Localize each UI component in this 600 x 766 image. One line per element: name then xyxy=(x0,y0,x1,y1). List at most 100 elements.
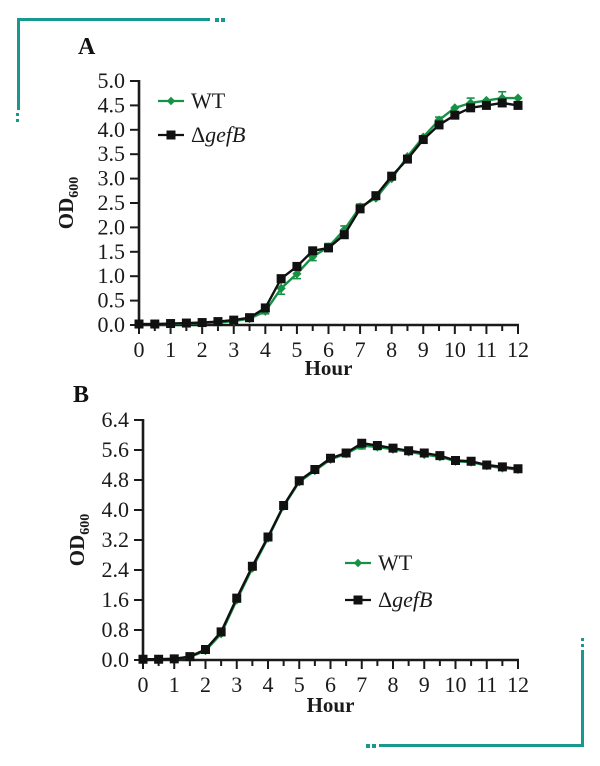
series-mutant xyxy=(138,438,523,664)
y-tick-label: 4.5 xyxy=(98,92,126,117)
x-tick-label: 6 xyxy=(323,337,334,362)
ornament-line-horizontal xyxy=(379,744,584,747)
x-tick-label: 6 xyxy=(325,672,336,697)
x-tick-label: 9 xyxy=(418,337,429,362)
square-marker xyxy=(294,476,304,486)
y-tick-label: 1.0 xyxy=(98,263,126,288)
y-tick-label: 3.0 xyxy=(98,166,126,191)
x-tick-label: 0 xyxy=(134,337,145,362)
legend-item: ΔgefB xyxy=(345,587,432,612)
ornament-dot xyxy=(366,744,370,748)
series-wt xyxy=(138,440,523,664)
ornament-dot xyxy=(372,744,376,748)
square-marker xyxy=(279,501,289,510)
square-marker xyxy=(341,448,351,458)
x-tick-label: 3 xyxy=(231,672,242,697)
x-axis-title: Hour xyxy=(305,356,353,380)
series-line xyxy=(143,444,519,661)
square-marker xyxy=(435,451,445,461)
panel-label-b: B xyxy=(73,382,90,408)
square-marker xyxy=(419,448,429,458)
x-tick-label: 4 xyxy=(260,337,271,362)
square-marker xyxy=(247,561,257,571)
square-marker xyxy=(216,627,226,637)
y-tick-label: 0.5 xyxy=(98,288,126,313)
y-tick-label: 1.6 xyxy=(102,587,130,612)
diamond-marker xyxy=(513,93,523,103)
legend-label: WT xyxy=(191,88,226,113)
square-marker xyxy=(260,303,270,313)
square-marker xyxy=(166,319,176,329)
square-marker xyxy=(466,103,476,113)
square-marker xyxy=(232,593,242,603)
square-marker xyxy=(138,654,148,664)
y-tick-label: 1.5 xyxy=(98,239,126,264)
square-marker xyxy=(434,120,444,130)
square-marker xyxy=(324,243,333,253)
y-axis-ticks: 0.0 0.8 1.6 2.4 3.2 4.0 4.8 5.6 6.4 xyxy=(102,407,143,672)
x-tick-label: 8 xyxy=(386,337,397,362)
y-tick-label: 4.0 xyxy=(102,497,130,522)
square-marker xyxy=(372,441,382,450)
y-axis-ticks: 0.00.51.01.52.02.53.03.54.04.55.0 xyxy=(98,68,139,337)
legend-item: WT xyxy=(158,88,226,113)
x-tick-label: 10 xyxy=(444,337,466,362)
x-tick-label: 1 xyxy=(169,672,180,697)
series-line xyxy=(143,442,519,661)
ornament-dot xyxy=(215,18,219,22)
square-marker xyxy=(276,274,286,284)
ornament-line-vertical xyxy=(581,650,584,747)
x-tick-label: 5 xyxy=(294,672,305,697)
x-tick-label: 8 xyxy=(388,672,399,697)
square-marker xyxy=(166,130,176,140)
y-tick-label: 2.4 xyxy=(102,557,130,582)
x-tick-label: 2 xyxy=(197,337,208,362)
x-tick-label: 1 xyxy=(165,337,176,362)
square-marker xyxy=(213,317,223,327)
diamond-marker xyxy=(497,93,507,103)
x-tick-label: 5 xyxy=(291,337,302,362)
y-tick-label: 3.2 xyxy=(102,527,130,552)
y-tick-label: 3.5 xyxy=(98,141,126,166)
y-tick-label: 5.6 xyxy=(102,437,130,462)
legend: WT ΔgefB xyxy=(158,88,245,147)
square-marker xyxy=(355,204,365,214)
panel-label-a: A xyxy=(78,34,96,60)
x-axis-title: Hour xyxy=(307,693,355,717)
diamond-marker xyxy=(450,103,460,113)
y-tick-label: 2.5 xyxy=(98,190,126,215)
square-marker xyxy=(466,456,476,466)
square-marker xyxy=(481,100,491,110)
square-marker xyxy=(387,171,397,181)
axes xyxy=(137,80,519,327)
square-marker xyxy=(169,654,179,664)
x-tick-label: 0 xyxy=(138,672,149,697)
ornament-dot xyxy=(581,638,584,641)
ornament-dot xyxy=(16,119,19,122)
square-marker xyxy=(134,319,144,329)
ornament-dot xyxy=(581,644,584,647)
y-tick-label: 4.0 xyxy=(98,117,126,142)
square-marker xyxy=(451,456,460,465)
x-tick-label: 3 xyxy=(228,337,239,362)
y-tick-label: 4.8 xyxy=(102,467,130,492)
growth-chart-panel-b: 0.00.81.62.43.24.04.85.66.40 1 2 3 4 5 6 7 8 9 10 1… xyxy=(65,407,529,717)
legend-item: ΔgefB xyxy=(158,122,245,147)
ornament-line-vertical xyxy=(17,18,20,110)
diamond-marker xyxy=(276,283,286,293)
x-tick-label: 7 xyxy=(356,672,367,697)
x-tick-label: 7 xyxy=(355,337,366,362)
square-marker xyxy=(181,318,191,328)
square-marker xyxy=(339,230,349,240)
square-marker xyxy=(229,315,239,325)
x-tick-label: 4 xyxy=(263,672,274,697)
legend-label: WT xyxy=(378,550,413,575)
square-marker xyxy=(357,438,367,448)
y-axis-title: OD600 xyxy=(54,177,82,230)
square-marker xyxy=(497,462,507,472)
square-marker xyxy=(310,465,320,474)
square-marker xyxy=(388,443,398,453)
x-tick-label: 9 xyxy=(419,672,430,697)
legend-item: WT xyxy=(345,550,413,575)
